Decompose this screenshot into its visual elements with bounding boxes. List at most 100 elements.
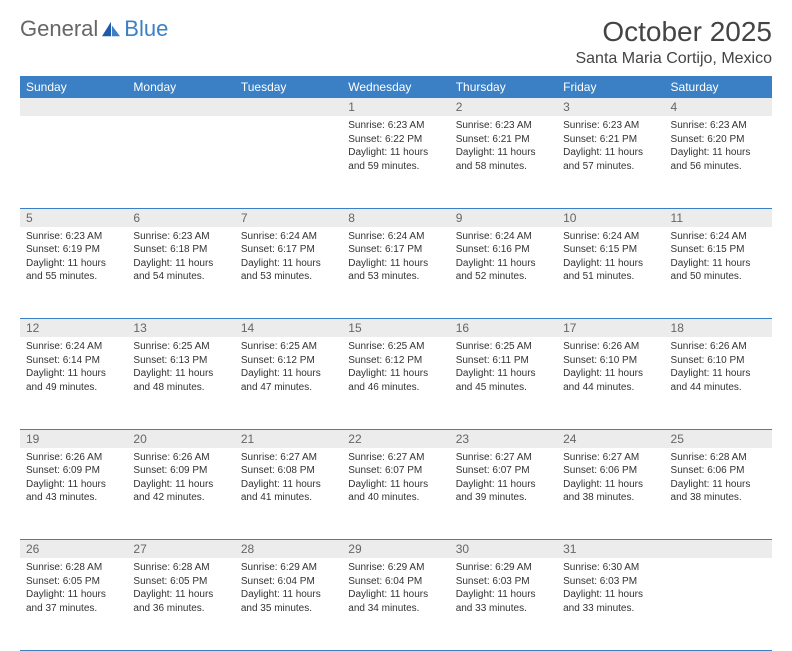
day-cell-body: Sunrise: 6:23 AMSunset: 6:21 PMDaylight:…	[557, 116, 664, 179]
sunset-line: Sunset: 6:09 PM	[133, 464, 228, 478]
day-cell-body: Sunrise: 6:23 AMSunset: 6:18 PMDaylight:…	[127, 227, 234, 290]
day-number-cell: 4	[665, 98, 772, 116]
day-cell-body: Sunrise: 6:24 AMSunset: 6:17 PMDaylight:…	[235, 227, 342, 290]
day-number-cell: 20	[127, 429, 234, 448]
weekday-header: Friday	[557, 76, 664, 98]
day-cell-body: Sunrise: 6:25 AMSunset: 6:12 PMDaylight:…	[342, 337, 449, 400]
weekday-header: Sunday	[20, 76, 127, 98]
daylight-line: Daylight: 11 hours and 37 minutes.	[26, 588, 121, 615]
week-row: Sunrise: 6:28 AMSunset: 6:05 PMDaylight:…	[20, 558, 772, 650]
sunset-line: Sunset: 6:14 PM	[26, 354, 121, 368]
sunrise-line: Sunrise: 6:27 AM	[241, 451, 336, 465]
day-number-cell	[127, 98, 234, 116]
day-cell: Sunrise: 6:25 AMSunset: 6:13 PMDaylight:…	[127, 337, 234, 429]
daylight-line: Daylight: 11 hours and 51 minutes.	[563, 257, 658, 284]
daylight-line: Daylight: 11 hours and 47 minutes.	[241, 367, 336, 394]
day-cell-body: Sunrise: 6:24 AMSunset: 6:16 PMDaylight:…	[450, 227, 557, 290]
daylight-line: Daylight: 11 hours and 41 minutes.	[241, 478, 336, 505]
sunrise-line: Sunrise: 6:29 AM	[348, 561, 443, 575]
day-cell: Sunrise: 6:26 AMSunset: 6:09 PMDaylight:…	[20, 448, 127, 540]
day-number-cell: 7	[235, 208, 342, 227]
sunset-line: Sunset: 6:15 PM	[671, 243, 766, 257]
day-number-cell	[665, 540, 772, 559]
sunset-line: Sunset: 6:04 PM	[348, 575, 443, 589]
daylight-line: Daylight: 11 hours and 48 minutes.	[133, 367, 228, 394]
day-number-cell: 12	[20, 319, 127, 338]
day-cell: Sunrise: 6:23 AMSunset: 6:20 PMDaylight:…	[665, 116, 772, 208]
sunrise-line: Sunrise: 6:25 AM	[241, 340, 336, 354]
daylight-line: Daylight: 11 hours and 52 minutes.	[456, 257, 551, 284]
day-cell: Sunrise: 6:23 AMSunset: 6:18 PMDaylight:…	[127, 227, 234, 319]
sunrise-line: Sunrise: 6:24 AM	[563, 230, 658, 244]
day-number-row: 262728293031	[20, 540, 772, 559]
day-cell	[235, 116, 342, 208]
day-cell: Sunrise: 6:23 AMSunset: 6:21 PMDaylight:…	[557, 116, 664, 208]
day-cell: Sunrise: 6:25 AMSunset: 6:11 PMDaylight:…	[450, 337, 557, 429]
day-cell-body: Sunrise: 6:26 AMSunset: 6:10 PMDaylight:…	[665, 337, 772, 400]
daylight-line: Daylight: 11 hours and 56 minutes.	[671, 146, 766, 173]
day-cell: Sunrise: 6:26 AMSunset: 6:10 PMDaylight:…	[557, 337, 664, 429]
day-cell-body: Sunrise: 6:23 AMSunset: 6:19 PMDaylight:…	[20, 227, 127, 290]
week-row: Sunrise: 6:23 AMSunset: 6:22 PMDaylight:…	[20, 116, 772, 208]
day-cell: Sunrise: 6:24 AMSunset: 6:15 PMDaylight:…	[557, 227, 664, 319]
sunset-line: Sunset: 6:03 PM	[456, 575, 551, 589]
day-cell	[127, 116, 234, 208]
sunrise-line: Sunrise: 6:29 AM	[456, 561, 551, 575]
day-cell-body: Sunrise: 6:27 AMSunset: 6:07 PMDaylight:…	[450, 448, 557, 511]
daylight-line: Daylight: 11 hours and 33 minutes.	[456, 588, 551, 615]
daylight-line: Daylight: 11 hours and 35 minutes.	[241, 588, 336, 615]
day-number-cell: 28	[235, 540, 342, 559]
sunset-line: Sunset: 6:07 PM	[348, 464, 443, 478]
logo-text-2: Blue	[124, 16, 168, 42]
sunset-line: Sunset: 6:12 PM	[348, 354, 443, 368]
day-cell-body: Sunrise: 6:28 AMSunset: 6:06 PMDaylight:…	[665, 448, 772, 511]
day-number-cell: 26	[20, 540, 127, 559]
daylight-line: Daylight: 11 hours and 38 minutes.	[563, 478, 658, 505]
sunrise-line: Sunrise: 6:26 AM	[26, 451, 121, 465]
day-cell: Sunrise: 6:27 AMSunset: 6:07 PMDaylight:…	[342, 448, 449, 540]
daylight-line: Daylight: 11 hours and 54 minutes.	[133, 257, 228, 284]
day-number-cell: 27	[127, 540, 234, 559]
day-cell-body: Sunrise: 6:23 AMSunset: 6:21 PMDaylight:…	[450, 116, 557, 179]
day-cell: Sunrise: 6:30 AMSunset: 6:03 PMDaylight:…	[557, 558, 664, 650]
day-cell: Sunrise: 6:26 AMSunset: 6:10 PMDaylight:…	[665, 337, 772, 429]
day-number-row: 12131415161718	[20, 319, 772, 338]
daylight-line: Daylight: 11 hours and 40 minutes.	[348, 478, 443, 505]
sunset-line: Sunset: 6:07 PM	[456, 464, 551, 478]
weekday-header: Thursday	[450, 76, 557, 98]
daylight-line: Daylight: 11 hours and 44 minutes.	[671, 367, 766, 394]
day-cell-body: Sunrise: 6:26 AMSunset: 6:09 PMDaylight:…	[127, 448, 234, 511]
sunset-line: Sunset: 6:17 PM	[241, 243, 336, 257]
daylight-line: Daylight: 11 hours and 57 minutes.	[563, 146, 658, 173]
day-cell-body: Sunrise: 6:27 AMSunset: 6:06 PMDaylight:…	[557, 448, 664, 511]
daylight-line: Daylight: 11 hours and 49 minutes.	[26, 367, 121, 394]
day-cell-body: Sunrise: 6:24 AMSunset: 6:17 PMDaylight:…	[342, 227, 449, 290]
sunrise-line: Sunrise: 6:27 AM	[348, 451, 443, 465]
sunset-line: Sunset: 6:21 PM	[563, 133, 658, 147]
day-number-cell: 18	[665, 319, 772, 338]
sunset-line: Sunset: 6:15 PM	[563, 243, 658, 257]
day-number-cell: 25	[665, 429, 772, 448]
sunrise-line: Sunrise: 6:29 AM	[241, 561, 336, 575]
sunset-line: Sunset: 6:06 PM	[563, 464, 658, 478]
daylight-line: Daylight: 11 hours and 55 minutes.	[26, 257, 121, 284]
day-number-cell: 2	[450, 98, 557, 116]
sunset-line: Sunset: 6:05 PM	[133, 575, 228, 589]
month-title: October 2025	[575, 16, 772, 48]
sunrise-line: Sunrise: 6:23 AM	[456, 119, 551, 133]
day-cell	[20, 116, 127, 208]
sunset-line: Sunset: 6:13 PM	[133, 354, 228, 368]
day-cell: Sunrise: 6:27 AMSunset: 6:06 PMDaylight:…	[557, 448, 664, 540]
sunset-line: Sunset: 6:05 PM	[26, 575, 121, 589]
day-cell-body: Sunrise: 6:23 AMSunset: 6:20 PMDaylight:…	[665, 116, 772, 179]
day-cell: Sunrise: 6:23 AMSunset: 6:19 PMDaylight:…	[20, 227, 127, 319]
week-row: Sunrise: 6:23 AMSunset: 6:19 PMDaylight:…	[20, 227, 772, 319]
logo: General Blue	[20, 16, 168, 42]
day-number-cell: 13	[127, 319, 234, 338]
daylight-line: Daylight: 11 hours and 45 minutes.	[456, 367, 551, 394]
location: Santa Maria Cortijo, Mexico	[575, 50, 772, 68]
day-number-cell: 5	[20, 208, 127, 227]
day-cell: Sunrise: 6:24 AMSunset: 6:16 PMDaylight:…	[450, 227, 557, 319]
sunrise-line: Sunrise: 6:24 AM	[671, 230, 766, 244]
sunset-line: Sunset: 6:18 PM	[133, 243, 228, 257]
